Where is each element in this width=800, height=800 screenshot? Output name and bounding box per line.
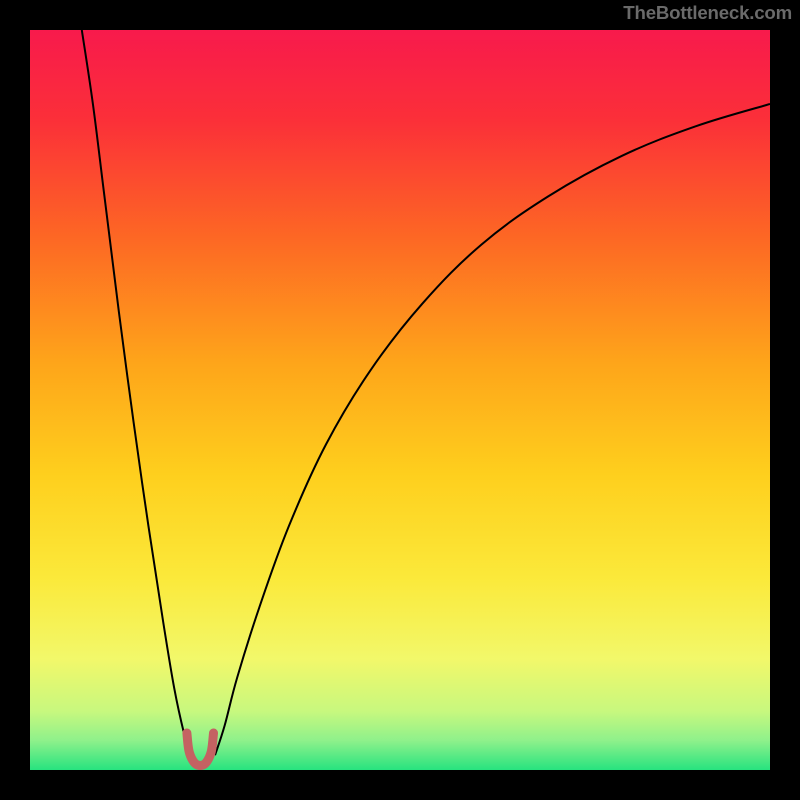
watermark-label: TheBottleneck.com (623, 2, 792, 24)
chart-canvas: TheBottleneck.com (0, 0, 800, 800)
bottleneck-chart (0, 0, 800, 800)
chart-gradient-panel (30, 30, 770, 770)
